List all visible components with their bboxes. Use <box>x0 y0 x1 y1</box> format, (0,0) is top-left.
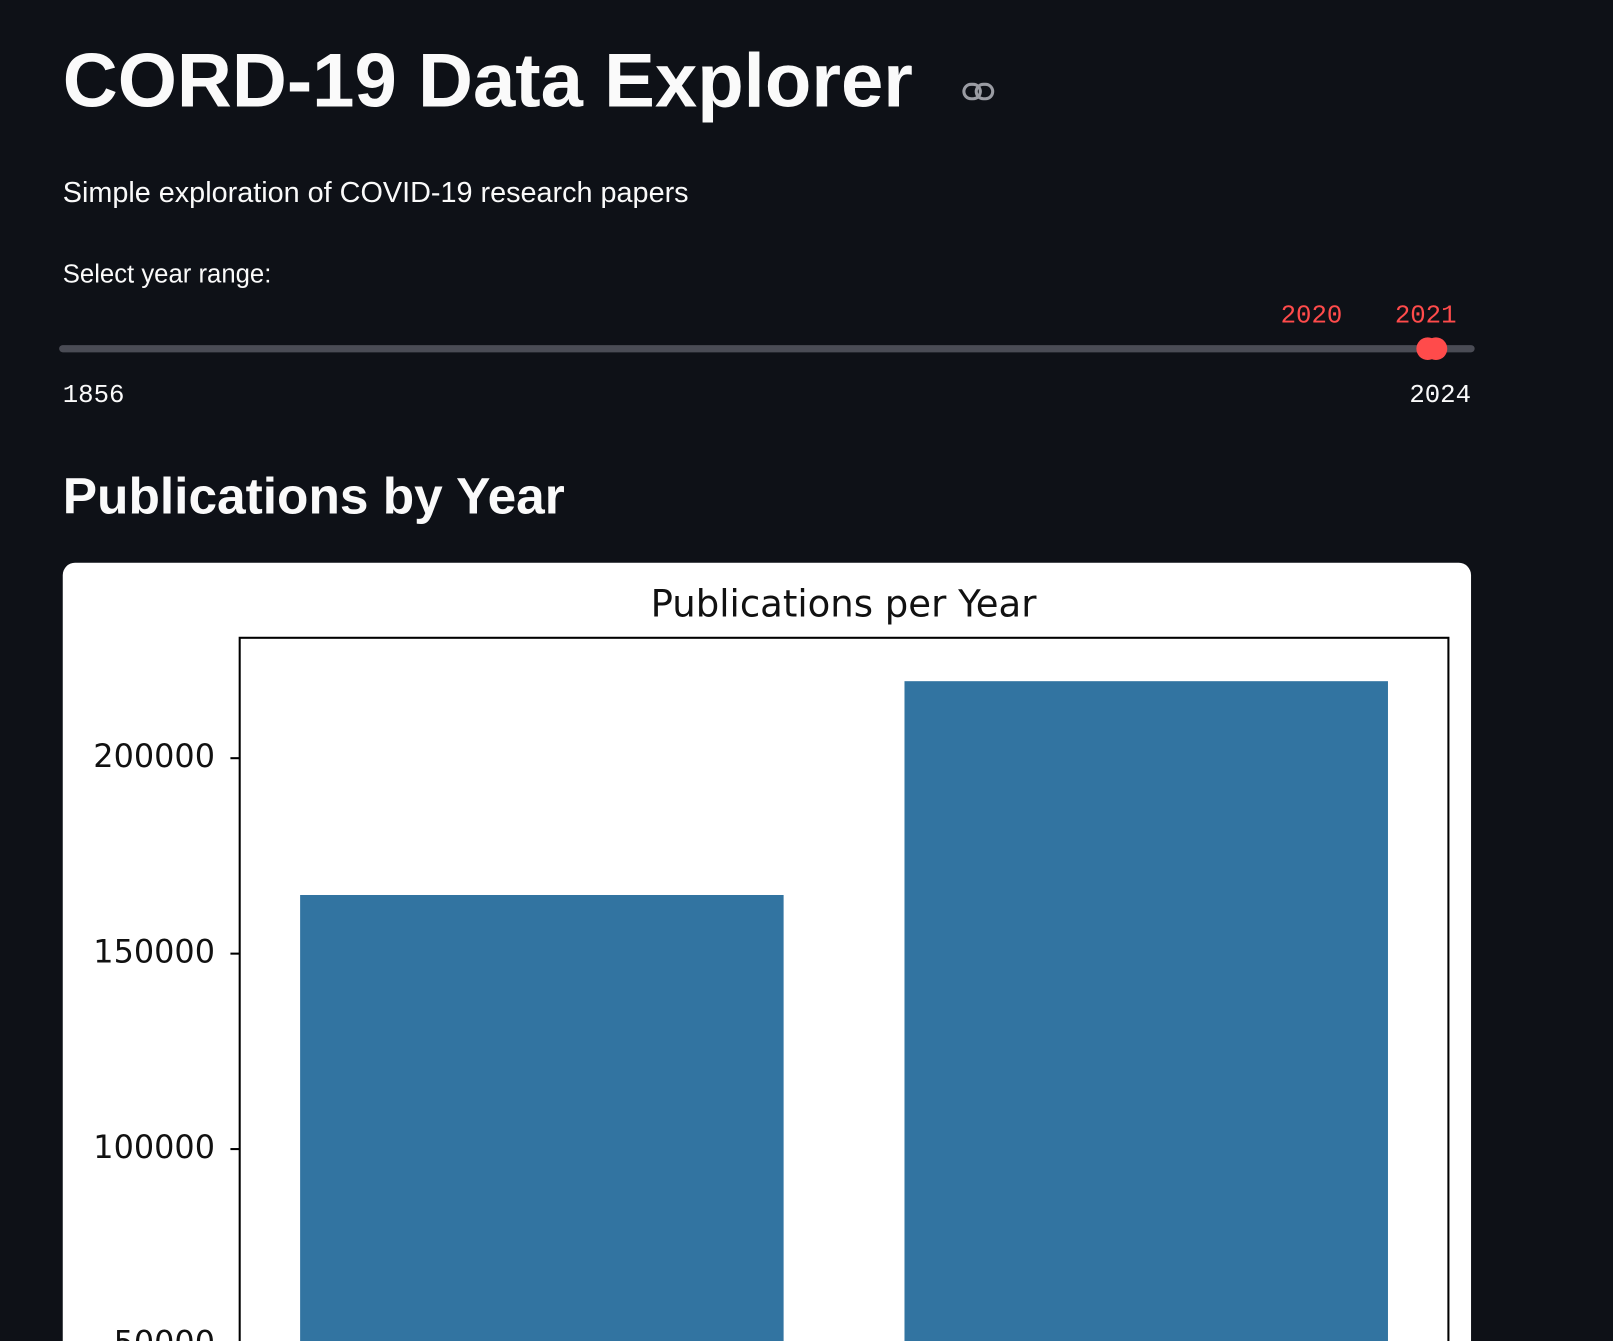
y-tick-label: 150000 <box>93 933 215 971</box>
slider-value: 2021 <box>1395 302 1457 331</box>
bar <box>300 894 784 1341</box>
y-tick-label: 100000 <box>93 1128 215 1166</box>
slider-label: Select year range: <box>63 260 272 288</box>
y-tick-label: 50000 <box>114 1324 215 1341</box>
page-title: CORD-19 Data Explorer <box>63 39 913 124</box>
plot-frame <box>238 636 1450 1341</box>
slider-thumb[interactable] <box>1424 337 1448 361</box>
slider-value: 2020 <box>1281 302 1343 331</box>
chart-title: Publications per Year <box>651 582 1038 625</box>
slider-min: 1856 <box>63 381 125 410</box>
subtitle: Simple exploration of COVID-19 research … <box>63 177 689 209</box>
section-title: Publications by Year <box>63 467 565 525</box>
slider-max: 2024 <box>1409 381 1471 410</box>
bar <box>904 681 1388 1341</box>
y-tick-label: 200000 <box>93 737 215 775</box>
link-icon[interactable] <box>962 82 995 101</box>
